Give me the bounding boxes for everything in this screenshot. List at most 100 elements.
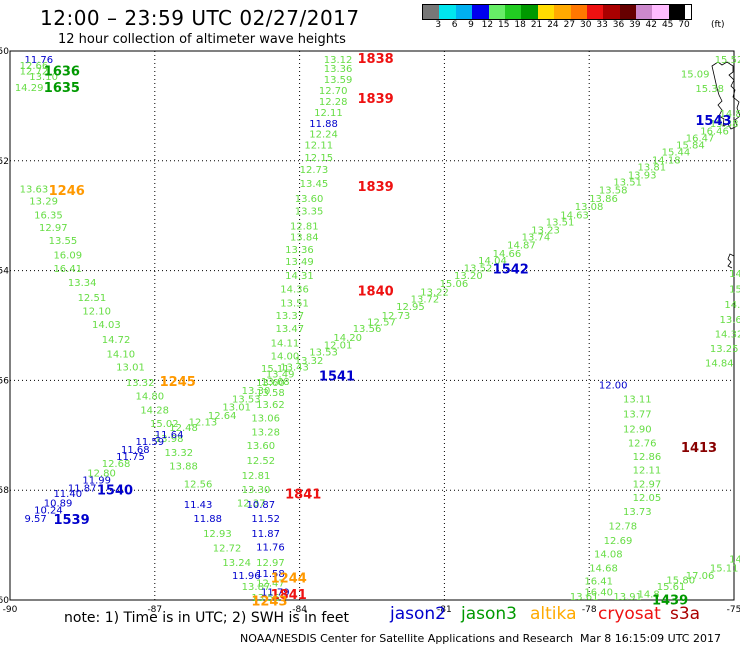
wave-height-value: 15.80	[666, 576, 695, 587]
wave-height-value: 13.06	[251, 414, 280, 425]
wave-height-value: 13.28	[251, 427, 280, 438]
wave-height-value: 12.01	[324, 341, 353, 352]
y-tick-label: -60	[0, 596, 9, 606]
wave-height-value: 11.96	[232, 571, 261, 582]
legend-swatch	[488, 5, 505, 19]
wave-height-value: 15.02	[150, 419, 179, 430]
legend-swatch	[537, 5, 555, 19]
wave-height-value: 15.06	[440, 279, 469, 290]
wave-height-value: 12.70	[319, 86, 348, 97]
wave-height-value: 13.24	[222, 558, 251, 569]
pass-time-label: 1838	[358, 52, 394, 67]
y-tick-label: -58	[0, 486, 9, 496]
y-tick-label: -52	[0, 157, 9, 167]
wave-height-value: 11.79	[261, 588, 290, 599]
wave-height-value: 12.11	[314, 108, 343, 119]
wave-height-value: 14.87	[507, 241, 536, 252]
wave-height-value: 14.18	[652, 156, 681, 167]
legend-swatch	[472, 5, 489, 19]
wave-height-value: 13.91	[613, 592, 642, 603]
wave-height-value: 13.86	[589, 194, 618, 205]
wave-height-value: 10.89	[44, 499, 73, 510]
pass-time-label: 1540	[97, 484, 133, 499]
wave-height-value: 11.99	[82, 476, 111, 487]
wave-height-value: 14.88	[720, 109, 740, 120]
satellite-jason2: jason2	[390, 604, 446, 624]
legend-label: 6	[451, 20, 458, 30]
wave-height-value: 13.52	[464, 264, 493, 275]
wave-height-value: 16.40	[584, 588, 613, 599]
wave-height-value: 12.37	[237, 499, 266, 510]
wave-height-value: 12.13	[189, 417, 218, 428]
pass-time-label: 1439	[652, 593, 688, 608]
wave-height-value: 11.64	[155, 430, 184, 441]
wave-height-value: 14.36	[280, 285, 309, 296]
wave-height-value: 14.28	[140, 405, 169, 416]
legend-swatch	[521, 5, 538, 19]
color-legend: 3 6 9 12 15 18 21 24 27 30 33 36 39 42 45 70	[422, 4, 693, 32]
legend-label: 3	[435, 20, 442, 30]
wave-height-value: 13.25	[710, 344, 739, 355]
wave-height-value: 12.51	[78, 293, 107, 304]
pass-time-label: 1839	[358, 180, 394, 195]
wave-height-value: 13.68	[261, 377, 290, 388]
wave-height-value: 14.59	[729, 555, 740, 566]
wave-height-value: 17.06	[686, 571, 715, 582]
wave-height-value: 13.32	[126, 378, 155, 389]
legend-swatch	[636, 5, 653, 19]
wave-height-value: 13.62	[256, 400, 285, 411]
wave-height-value: 13.37	[275, 311, 304, 322]
legend-swatch	[455, 5, 473, 19]
wave-height-value: 14.00	[271, 352, 300, 363]
wave-height-value: 14.80	[135, 392, 164, 403]
wave-height-value: 14.31	[285, 271, 314, 282]
coastline	[711, 61, 740, 130]
wave-height-value: 11.75	[116, 452, 145, 463]
page-title: 12:00 – 23:59 UTC 02/27/2017	[40, 6, 360, 30]
y-tick-label: -54	[0, 267, 9, 277]
page-subtitle: 12 hour collection of altimeter wave hei…	[58, 32, 346, 47]
wave-height-value: 13.45	[300, 179, 329, 190]
timestamp: Mar 8 16:15:09 UTC 2017	[580, 632, 721, 645]
legend-label: 33	[596, 20, 608, 30]
wave-height-value: 13.51	[546, 218, 575, 229]
wave-height-value: 13.11	[623, 394, 652, 405]
wave-height-value: 12.81	[242, 471, 271, 482]
wave-height-value: 12.10	[82, 307, 111, 318]
wave-height-value: 13.01	[116, 363, 145, 374]
wave-height-value: 12.69	[604, 536, 633, 547]
wave-height-value: 14.84	[705, 359, 734, 370]
y-tick-label: -50	[0, 47, 9, 57]
coastline	[727, 253, 735, 269]
wave-height-value: 13.51	[280, 298, 309, 309]
satellite-jason3: jason3	[461, 604, 517, 624]
wave-height-value: 13.01	[222, 403, 251, 414]
wave-height-value: 10.24	[34, 505, 63, 516]
wave-height-value: 13.55	[251, 593, 280, 604]
wave-height-value: 12.72	[213, 544, 242, 555]
pass-time-label: 1840	[358, 284, 394, 299]
wave-height-value: 14.04	[478, 256, 507, 267]
legend-swatch	[504, 5, 522, 19]
pass-time-label: 1543	[695, 114, 731, 129]
wave-height-value: 12.24	[309, 130, 338, 141]
wave-height-value: 11.76	[256, 543, 285, 554]
wave-height-value: 12.97	[633, 479, 662, 490]
wave-height-value: 13.53	[309, 348, 338, 359]
wave-height-value: 11.88	[309, 119, 338, 130]
wave-height-value: 13.34	[68, 278, 97, 289]
wave-height-value: 13.88	[169, 461, 198, 472]
legend-label: 30	[579, 20, 592, 30]
wave-height-value: 13.72	[411, 294, 440, 305]
wave-height-value: 13.32	[295, 356, 324, 367]
wave-height-value: 13.51	[613, 178, 642, 189]
wave-height-value: 12.64	[208, 411, 237, 422]
wave-height-value: 13.73	[623, 507, 652, 518]
wave-height-value: 16.41	[584, 577, 613, 588]
wave-height-value: 16.35	[34, 210, 63, 221]
legend-label: 39	[629, 20, 641, 30]
wave-height-value: 15.84	[676, 141, 705, 152]
wave-height-value: 13.56	[353, 324, 382, 335]
legend-swatch	[586, 5, 604, 19]
